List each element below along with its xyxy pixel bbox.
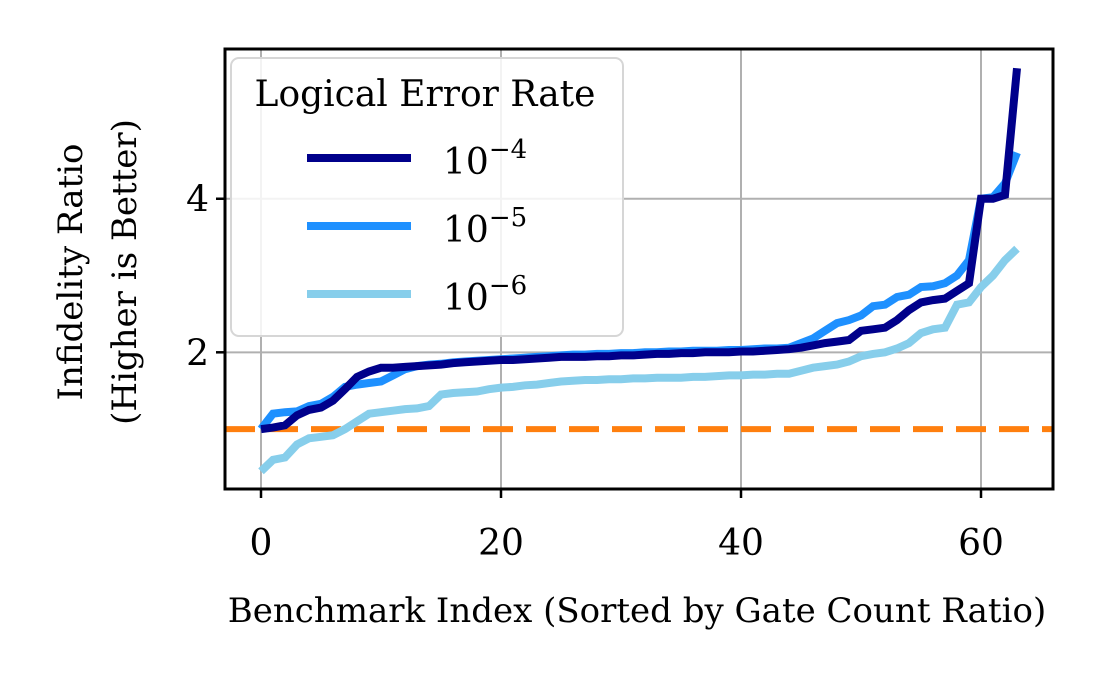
x-tick-label: 20 <box>478 523 524 564</box>
x-axis-label: Benchmark Index (Sorted by Gate Count Ra… <box>228 591 1046 631</box>
legend-base: 10 <box>443 142 489 183</box>
y-tick-label: 2 <box>186 333 209 374</box>
legend-exponent: −5 <box>489 203 527 233</box>
plot-frame <box>223 47 1055 491</box>
legend-base: 10 <box>443 210 489 251</box>
x-tick-label: 60 <box>958 523 1004 564</box>
series-line-1 <box>260 67 1021 434</box>
ticks: 0 20 40 60 2 4 <box>186 180 1004 564</box>
y-axis-label-line2: (Higher is Better) <box>105 119 145 425</box>
y-tick-label: 4 <box>186 180 209 221</box>
y-axis-label: Infidelity Ratio (Higher is Better) <box>51 119 145 425</box>
legend-entries: 10−410−510−6 <box>307 135 527 319</box>
legend-label-3: 10−6 <box>443 271 527 319</box>
x-tick-label: 0 <box>250 523 273 564</box>
legend-label-2: 10−5 <box>443 203 527 251</box>
legend-title: Logical Error Rate <box>255 74 596 115</box>
series-layer <box>257 67 1021 475</box>
legend-exponent: −4 <box>489 135 527 165</box>
legend-label-1: 10−4 <box>443 135 527 183</box>
series-line-3 <box>258 245 1020 475</box>
legend-exponent: −6 <box>489 271 527 301</box>
y-axis-label-line1: Infidelity Ratio <box>51 144 91 401</box>
x-tick-label: 40 <box>718 523 764 564</box>
legend: Logical Error Rate 10−410−510−6 <box>230 57 624 337</box>
legend-box <box>230 57 624 337</box>
legend-base: 10 <box>443 278 489 319</box>
